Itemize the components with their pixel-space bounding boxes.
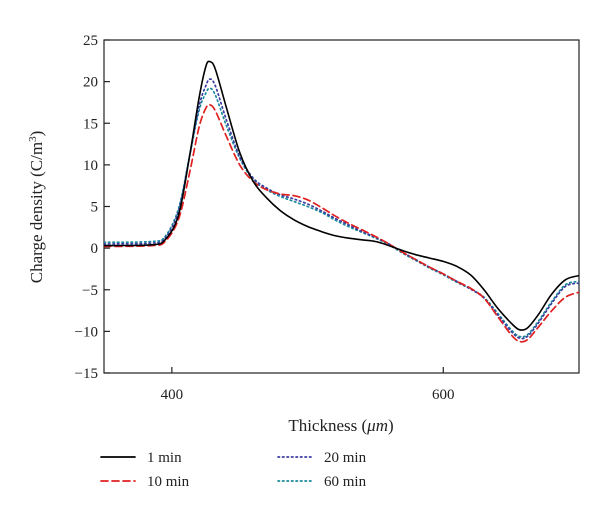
plot-area: −15 −10 −5 0 5 10 15 20 25 400 600 bbox=[75, 33, 580, 403]
legend-label: 60 min bbox=[324, 474, 367, 490]
y-tick-label: 0 bbox=[91, 241, 99, 257]
y-tick-label: 15 bbox=[83, 116, 98, 132]
series-line-20-min bbox=[104, 78, 579, 340]
plot-frame bbox=[103, 39, 580, 374]
y-tick-label: 10 bbox=[83, 158, 98, 174]
legend-label: 10 min bbox=[147, 474, 190, 490]
legend-item-1-min: 1 min bbox=[100, 450, 182, 466]
series-line-60-min bbox=[104, 87, 579, 338]
x-tick-label: 400 bbox=[161, 387, 184, 403]
y-tick-label: −15 bbox=[75, 366, 98, 382]
legend-item-60-min: 60 min bbox=[277, 474, 367, 490]
legend-label: 20 min bbox=[324, 450, 367, 466]
x-axis-ticks: 400 600 bbox=[161, 367, 455, 403]
y-axis-ticks: −15 −10 −5 0 5 10 15 20 25 bbox=[75, 33, 110, 382]
series-layer bbox=[104, 60, 579, 343]
legend-item-20-min: 20 min bbox=[277, 450, 367, 466]
legend-item-10-min: 10 min bbox=[100, 474, 190, 490]
y-tick-label: 25 bbox=[83, 33, 98, 49]
y-tick-label: −10 bbox=[75, 324, 98, 340]
series-line-1-min bbox=[104, 60, 579, 331]
y-tick-label: −5 bbox=[82, 283, 98, 299]
y-tick-label: 5 bbox=[91, 200, 99, 216]
y-axis-label: Charge density (C/m3) bbox=[27, 131, 46, 284]
x-axis-label: Thickness (μm) bbox=[288, 416, 393, 435]
x-tick-label: 600 bbox=[432, 387, 455, 403]
legend: 1 min 10 min 20 min 60 min bbox=[100, 450, 367, 490]
legend-label: 1 min bbox=[147, 450, 182, 466]
series-line-10-min bbox=[104, 103, 579, 343]
y-tick-label: 20 bbox=[83, 75, 98, 91]
